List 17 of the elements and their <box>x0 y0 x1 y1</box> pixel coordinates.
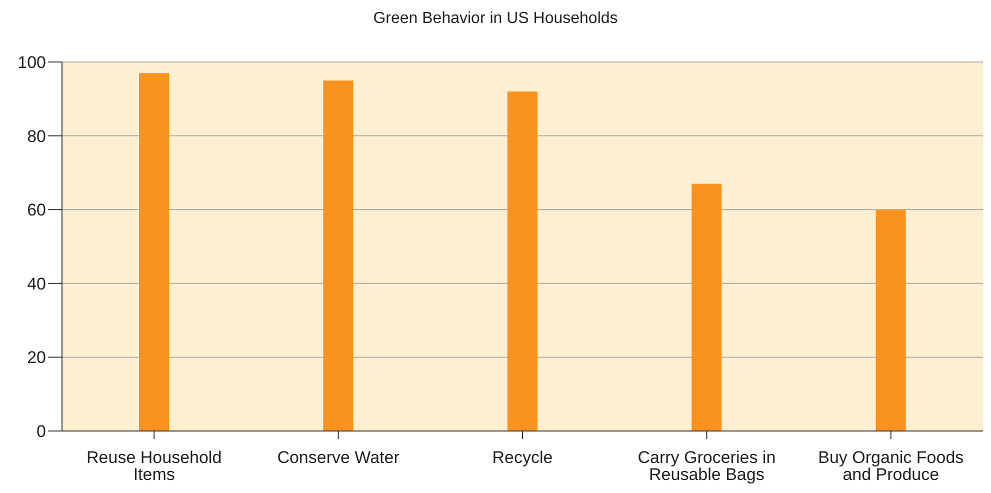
y-tick-label: 0 <box>36 422 46 442</box>
y-tick-label: 20 <box>27 348 46 368</box>
y-tick-label: 100 <box>18 53 46 72</box>
bar <box>876 210 906 431</box>
bar <box>507 92 538 431</box>
x-tick-label: Reuse Household Items <box>86 448 222 484</box>
chart-title: Green Behavior in US Households <box>372 10 619 28</box>
bar <box>692 184 722 431</box>
y-tick-label: 40 <box>27 274 46 294</box>
y-tick-label: 60 <box>27 200 46 220</box>
x-tick-label: Carry Groceries in Reusable Bags <box>638 448 776 484</box>
x-tick-label: Buy Organic Foods and Produce <box>818 448 964 484</box>
x-tick-label: Recycle <box>492 448 553 468</box>
bar <box>139 73 169 431</box>
bar <box>323 80 354 431</box>
y-tick-label: 80 <box>27 126 46 146</box>
x-tick-label: Conserve Water <box>277 448 400 468</box>
